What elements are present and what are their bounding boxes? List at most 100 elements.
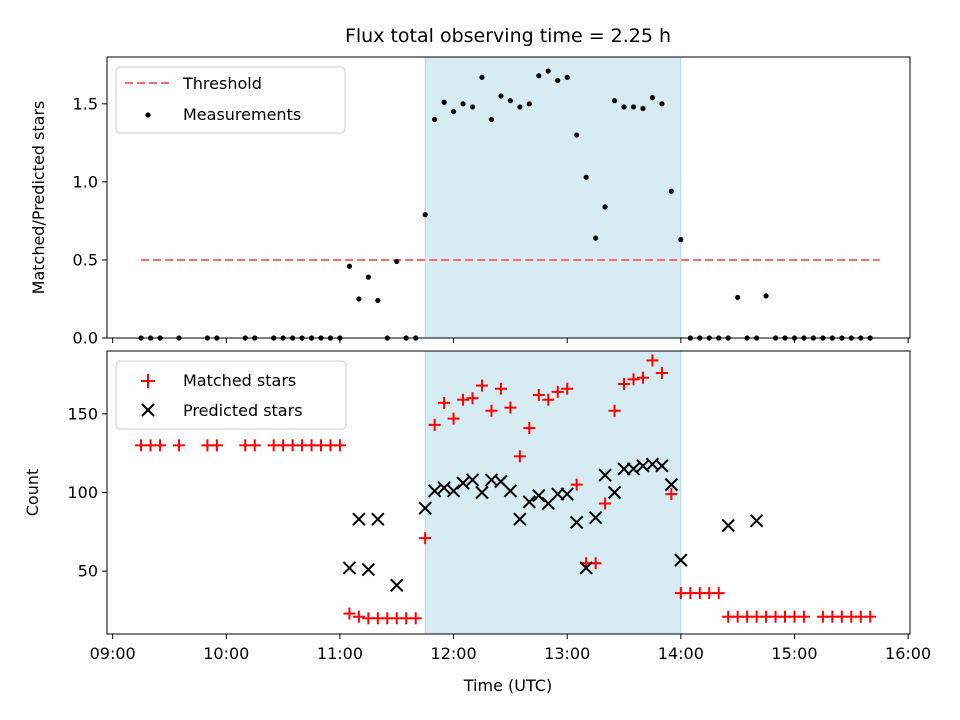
measurement-point [517,104,523,110]
measurement-point [659,101,665,107]
predicted-star-point [598,468,612,482]
predicted-star-point [427,484,442,498]
measurement-point [375,297,381,304]
measurement-point [668,188,674,194]
matched-star-point [608,404,621,417]
x-tick-label: 09:00 [90,644,136,663]
matched-star-point [485,404,498,417]
predicted-star-point [532,488,546,503]
matched-star-point [352,610,365,623]
matched-star-point [343,607,356,620]
predicted-star-point [607,485,622,500]
predicted-star-point [664,477,679,492]
matched-star-point [504,401,517,414]
predicted-star-point [560,487,574,501]
predicted-star-point [371,512,385,526]
y-tick-label: 150 [67,404,98,423]
y-axis-title-top: Matched/Predicted stars [29,101,48,295]
predicted-star-point [390,578,404,592]
measurement-point [649,94,656,101]
measurement-point [593,235,599,241]
legend-matched-swatch [141,374,155,388]
matched-star-point [248,439,261,452]
matched-star-point [551,385,564,398]
matched-star-point [636,371,649,384]
y-tick-label: 100 [67,483,98,502]
legend-matched-label: Matched stars [183,371,296,390]
measurement-point [763,293,769,299]
predicted-star-point [522,495,537,509]
predicted-star-point [626,462,641,476]
matched-star-point [561,382,574,395]
x-tick-label: 11:00 [317,644,363,663]
measurement-point [621,104,627,110]
predicted-star-point [569,515,584,530]
measurement-point [441,99,447,105]
measurement-point [545,68,551,74]
predicted-star-point [456,476,470,490]
measurement-point [526,101,532,107]
predicted-star-point [352,512,366,526]
measurement-point [498,93,504,99]
x-tick-label: 16:00 [885,644,931,663]
legend-predicted-swatch [141,403,155,417]
predicted-star-point [465,473,480,487]
predicted-star-point [342,561,357,575]
matched-star-point [409,612,422,625]
legend-measurements-label: Measurements [183,105,301,124]
predicted-star-point [503,484,518,498]
matched-star-point [475,379,488,392]
y-axis-title-bottom: Count [23,469,42,517]
measurement-point [432,116,438,123]
measurement-point [356,296,362,302]
measurement-point [365,274,371,280]
matched-star-point [712,587,725,600]
measurement-point [507,98,513,104]
matched-star-point [665,488,678,501]
matched-star-point [646,354,659,367]
predicted-star-point [513,512,527,526]
x-tick-label: 15:00 [771,644,817,663]
legend-predicted-label: Predicted stars [183,401,303,420]
matched-star-point [457,393,470,406]
matched-star-point [532,389,545,402]
legend-bottom: Matched stars Predicted stars [115,360,347,430]
matched-star-point [599,497,612,510]
legend-top: Threshold Measurements [115,66,346,134]
predicted-star-point [437,481,451,495]
observing-window-shade-bottom [424,350,682,635]
y-tick-label: 1.0 [73,172,98,191]
measurement-point [640,105,646,112]
predicted-star-point [721,518,735,533]
measurement-point [574,132,580,138]
matched-star-point [438,396,451,409]
matched-star-point [447,412,460,425]
matched-star-point [627,373,640,386]
predicted-star-point [655,459,669,473]
predicted-star-point [446,484,461,498]
measurement-point [450,109,457,115]
matched-star-point [154,439,167,452]
panel-ratio: 0.0 0.5 1.0 1.5 Flux total observing time =… [29,25,911,348]
y-ticks-top: 0.0 0.5 1.0 1.5 [73,94,107,348]
predicted-star-point [475,485,489,500]
predicted-star-point [551,487,565,501]
matched-star-points [135,354,877,625]
y-tick-label: 50 [78,562,98,581]
measurement-point [422,212,428,218]
measurement-point [536,73,542,79]
y-tick-label: 1.5 [73,94,98,113]
legend-measurements-swatch [145,112,151,118]
matched-star-point [466,392,479,405]
x-tick-label: 10:00 [203,644,249,663]
x-axis-title: Time (UTC) [463,676,552,695]
predicted-star-point [418,501,432,515]
measurement-point [583,174,589,180]
matched-star-point [618,378,631,391]
matched-star-point [419,532,432,545]
predicted-star-point [361,562,376,577]
matched-star-point [172,439,185,452]
matched-star-point [523,422,536,435]
measurement-point [460,101,466,107]
